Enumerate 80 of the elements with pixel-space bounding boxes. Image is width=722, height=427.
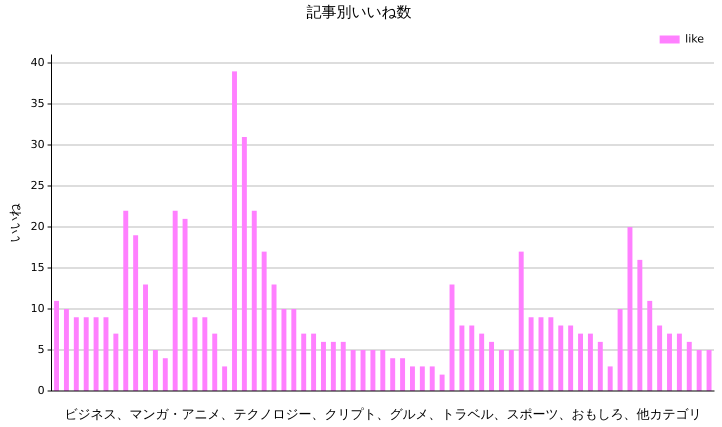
bar bbox=[202, 317, 208, 390]
bar bbox=[370, 350, 376, 390]
y-tick-label: 40 bbox=[30, 56, 45, 70]
bar bbox=[430, 366, 435, 390]
bar bbox=[598, 342, 603, 390]
bar bbox=[528, 317, 534, 390]
y-tick-label: 5 bbox=[38, 342, 45, 356]
bar bbox=[390, 358, 396, 390]
bar bbox=[578, 334, 584, 390]
chart-title: 記事別いいね数 bbox=[306, 2, 412, 21]
bar bbox=[281, 309, 286, 390]
bar bbox=[330, 342, 336, 390]
bar bbox=[84, 317, 89, 390]
bar bbox=[459, 325, 464, 390]
y-tick-label: 0 bbox=[38, 384, 45, 397]
bar bbox=[242, 136, 247, 390]
bar bbox=[568, 325, 574, 390]
bar bbox=[143, 284, 148, 390]
bar bbox=[162, 358, 168, 390]
bar bbox=[94, 317, 99, 390]
bar bbox=[608, 366, 613, 390]
y-tick-label: 10 bbox=[30, 302, 45, 315]
bar bbox=[676, 334, 682, 390]
bar bbox=[172, 210, 178, 390]
legend-label: like bbox=[685, 32, 704, 46]
y-tick-label: 20 bbox=[30, 220, 45, 233]
bar bbox=[706, 350, 712, 390]
bar bbox=[262, 252, 267, 390]
bar bbox=[152, 350, 158, 390]
bar bbox=[508, 350, 514, 390]
bar bbox=[469, 325, 474, 390]
y-tick-label: 25 bbox=[30, 178, 45, 192]
bar bbox=[420, 366, 425, 390]
bar bbox=[212, 334, 218, 390]
bar bbox=[498, 350, 504, 390]
bar bbox=[618, 309, 623, 390]
y-tick-label: 15 bbox=[30, 260, 45, 274]
y-axis-title: いいね bbox=[8, 202, 24, 242]
bar bbox=[647, 300, 652, 390]
bar bbox=[400, 358, 406, 390]
bar bbox=[182, 218, 188, 390]
bar bbox=[192, 317, 198, 390]
bar bbox=[350, 350, 356, 390]
bar bbox=[686, 342, 692, 390]
bar bbox=[489, 342, 494, 390]
bar bbox=[311, 334, 316, 390]
bar bbox=[232, 71, 237, 390]
bar bbox=[74, 317, 79, 390]
bar bbox=[558, 325, 564, 390]
bar bbox=[637, 260, 642, 390]
x-axis-title: ビジネス、マンガ・アニメ、テクノロジー、クリプト、グルメ、トラベル、スポーツ、おもしろ、他カテゴリ bbox=[64, 408, 702, 423]
bar bbox=[657, 325, 662, 390]
bar bbox=[133, 235, 138, 390]
bar bbox=[450, 284, 454, 390]
bar bbox=[104, 317, 108, 390]
bar bbox=[548, 317, 554, 390]
bar bbox=[667, 334, 672, 390]
y-tick-label: 35 bbox=[30, 97, 45, 110]
bar bbox=[301, 334, 306, 390]
y-tick-label: 30 bbox=[30, 138, 45, 152]
bar bbox=[113, 334, 118, 390]
bar bbox=[340, 342, 346, 390]
bar bbox=[380, 350, 386, 390]
bar bbox=[291, 309, 296, 390]
bar bbox=[479, 334, 484, 390]
bar bbox=[518, 252, 524, 390]
bar bbox=[696, 350, 702, 390]
bar bbox=[321, 342, 326, 390]
bar bbox=[588, 334, 593, 390]
bar bbox=[627, 227, 632, 390]
bar bbox=[272, 284, 277, 390]
bar bbox=[360, 350, 366, 390]
bar bbox=[64, 309, 69, 390]
bar bbox=[252, 210, 257, 390]
bar bbox=[222, 366, 228, 390]
bar bbox=[410, 366, 415, 390]
bar bbox=[123, 210, 128, 390]
bar bbox=[440, 374, 445, 390]
bar bbox=[538, 317, 544, 390]
bar bbox=[54, 300, 60, 390]
